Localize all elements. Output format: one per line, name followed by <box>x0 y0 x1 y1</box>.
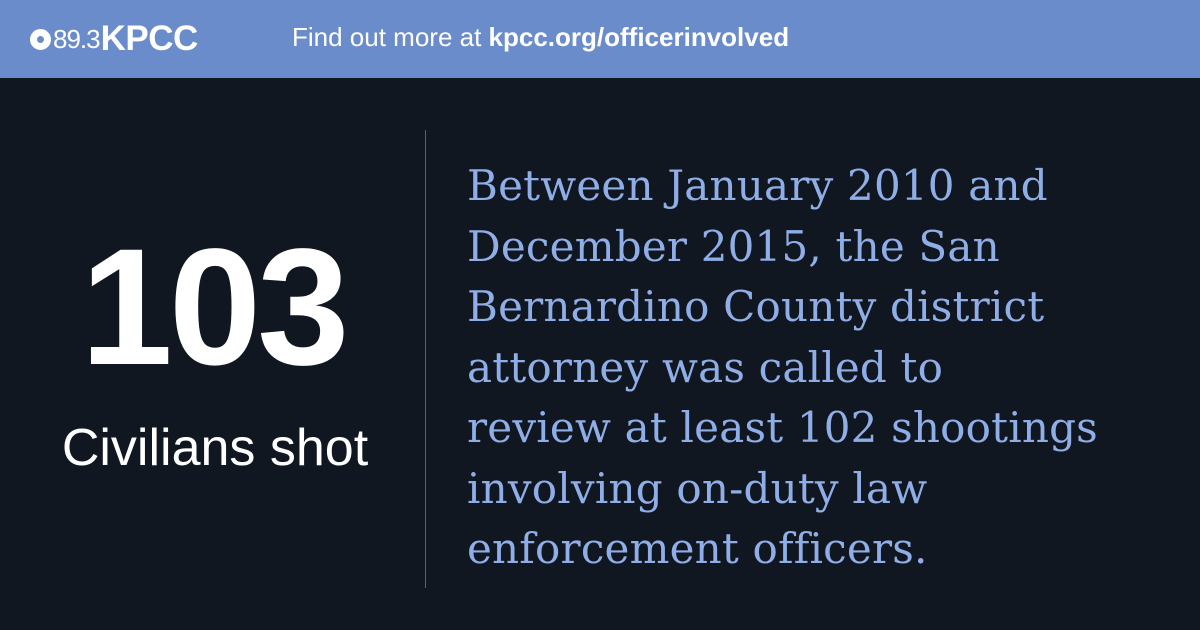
logo-frequency: 89.3 <box>53 23 101 54</box>
description-line: involving on-duty law <box>467 463 928 513</box>
description-text: Between January 2010 and December 2015, … <box>467 156 1177 580</box>
logo-ring-icon <box>30 28 51 50</box>
description-line: Between January 2010 and <box>467 161 1048 210</box>
header-bar: 89.3 KPCC Find out more at kpcc.org/offi… <box>0 0 1200 78</box>
cta-prefix: Find out more at <box>292 22 482 52</box>
stat-number: 103 <box>80 215 350 400</box>
description-line: Bernardino County district <box>467 282 1045 331</box>
logo-name: KPCC <box>100 19 199 58</box>
cta-link[interactable]: kpcc.org/officerinvolved <box>488 22 790 52</box>
description-line: enforcement officers. <box>467 524 928 573</box>
stat-label: Civilians shot <box>61 419 369 477</box>
description-line: attorney was called to <box>467 342 944 392</box>
description-line: December 2015, the San <box>467 221 1000 271</box>
description-line: review at least 102 shootings <box>467 403 1098 452</box>
kpcc-logo[interactable]: 89.3 KPCC <box>30 19 198 59</box>
vertical-divider <box>425 130 426 588</box>
cta-text: Find out more at kpcc.org/officerinvolve… <box>292 22 789 53</box>
